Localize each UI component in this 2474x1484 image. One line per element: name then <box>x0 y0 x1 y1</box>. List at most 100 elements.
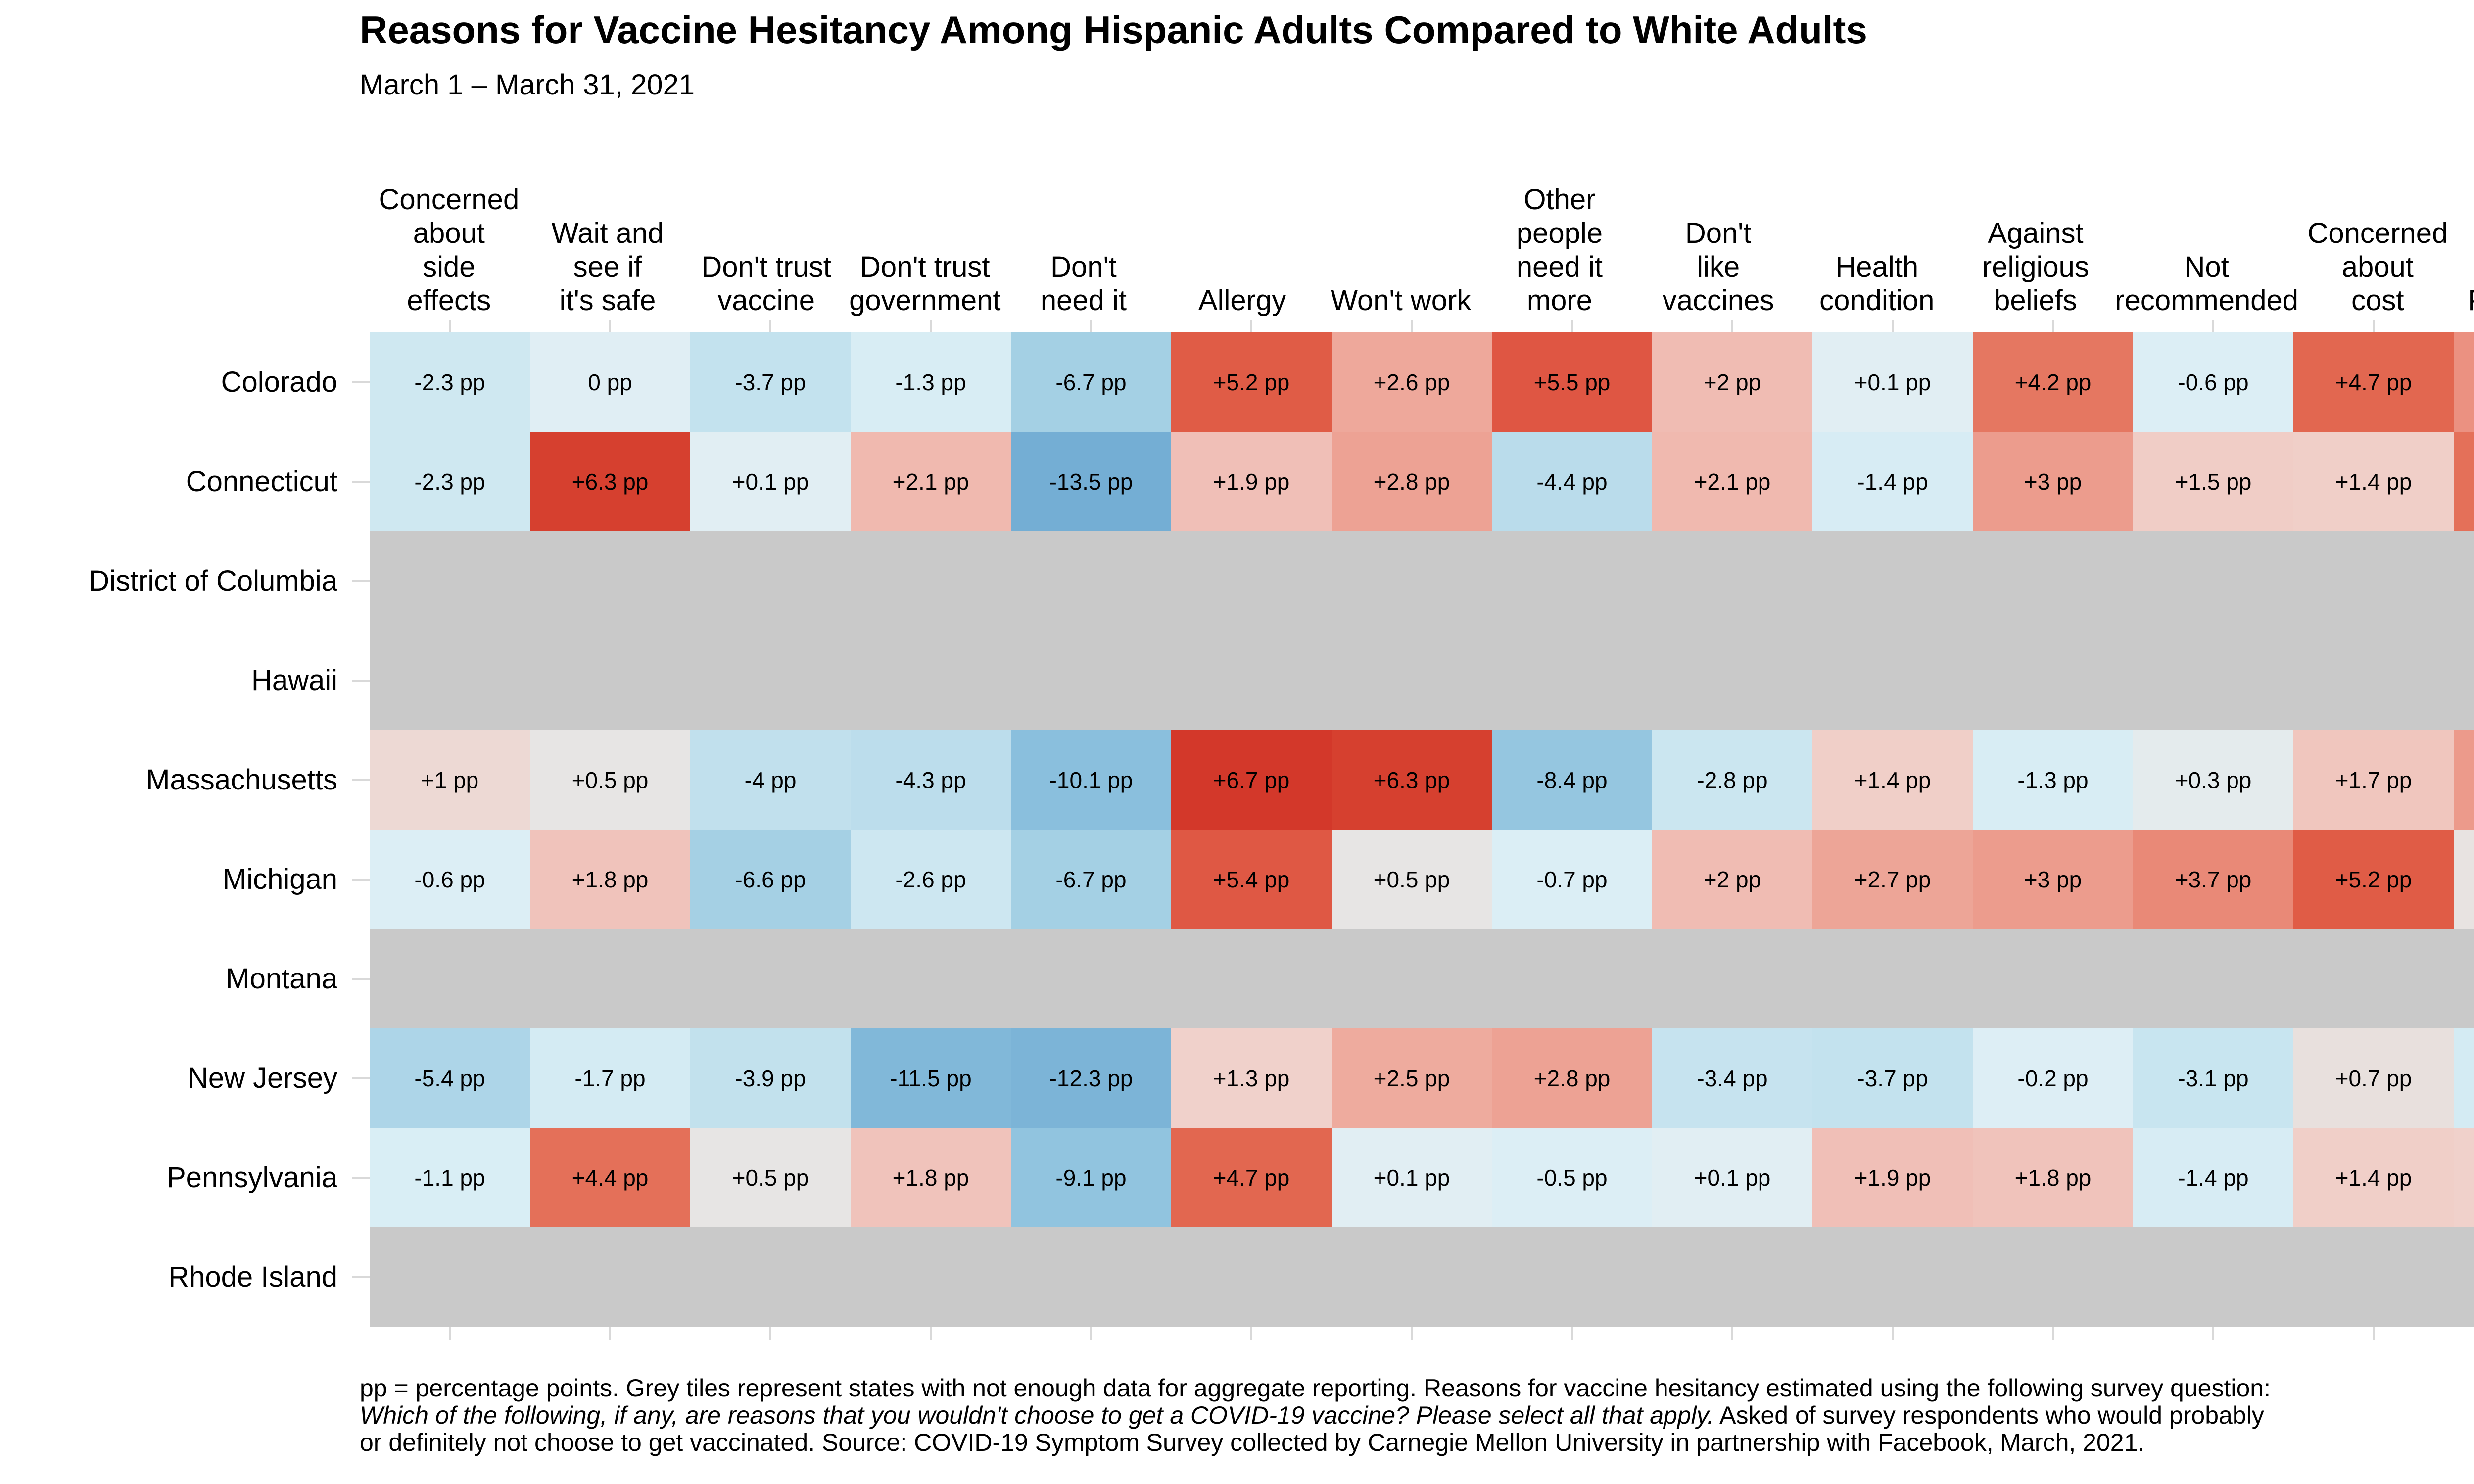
heatmap-cell: +0.1 pp <box>1812 332 1973 432</box>
heatmap-cell: +1.8 pp <box>851 1128 1011 1227</box>
heatmap-cell: -2.3 pp <box>370 332 530 432</box>
axis-tick <box>449 320 451 332</box>
heatmap-grid: -2.3 pp 0 pp -3.7 pp -1.3 pp -6.7 pp +5.2 pp +… <box>370 332 2474 1327</box>
column-header: Other people need it more <box>1516 184 1603 317</box>
heatmap-cell <box>2133 929 2293 1028</box>
chart-title: Reasons for Vaccine Hesitancy Among Hisp… <box>360 8 1867 51</box>
heatmap-cell: -2.8 pp <box>1652 730 1812 830</box>
heatmap-cell <box>1652 631 1812 730</box>
heatmap-cell: -13.5 pp <box>1011 432 1171 531</box>
heatmap-cell <box>690 929 851 1028</box>
heatmap-cell <box>530 1227 690 1327</box>
footnote-line: or definitely not choose to get vaccinat… <box>360 1429 2145 1456</box>
heatmap-cell: +0.5 pp <box>530 730 690 830</box>
heatmap-cell: -0.6 pp <box>2133 332 2293 432</box>
heatmap-cell: +1.9 pp <box>1812 1128 1973 1227</box>
axis-tick <box>930 320 932 332</box>
heatmap-cell: +1.9 pp <box>1171 432 1332 531</box>
heatmap-cell: -6.7 pp <box>1011 830 1171 929</box>
heatmap-cell <box>2133 1227 2293 1327</box>
heatmap-cell <box>2293 929 2454 1028</box>
heatmap-cell <box>530 631 690 730</box>
heatmap-cell: +0.1 pp <box>690 432 851 531</box>
heatmap-cell <box>1332 1227 1492 1327</box>
heatmap-cell: +2 pp <box>1652 830 1812 929</box>
heatmap-cell: -2.3 pp <box>370 432 530 531</box>
heatmap-cell: -9.1 pp <box>1011 1128 1171 1227</box>
heatmap-cell: -3.4 pp <box>1652 1028 1812 1128</box>
column-header: Against religious beliefs <box>1982 217 2089 317</box>
axis-tick <box>1571 320 1573 332</box>
axis-tick <box>2212 1327 2214 1340</box>
axis-tick <box>2052 320 2054 332</box>
axis-tick <box>609 320 611 332</box>
chart-footnote: pp = percentage points. Grey tiles repre… <box>360 1375 2271 1456</box>
axis-tick <box>1090 1327 1092 1340</box>
row-label: Massachusetts <box>146 764 337 796</box>
row-label: Hawaii <box>251 664 337 696</box>
heatmap-cell <box>851 929 1011 1028</box>
column-header: Allergy <box>1198 284 1286 317</box>
heatmap-cell <box>690 1227 851 1327</box>
axis-tick <box>2373 320 2375 332</box>
heatmap-cell: +0.5 pp <box>690 1128 851 1227</box>
heatmap-cell <box>1332 531 1492 631</box>
axis-tick <box>1090 320 1092 332</box>
heatmap-cell: +2.1 pp <box>1652 432 1812 531</box>
heatmap-cell <box>1492 631 1652 730</box>
heatmap-cell: -3.7 pp <box>1812 1028 1973 1128</box>
heatmap-cell <box>1492 1227 1652 1327</box>
heatmap-cell <box>1812 1227 1973 1327</box>
heatmap-cell: -0.7 pp <box>1492 830 1652 929</box>
heatmap-cell: +0.1 pp <box>1652 1128 1812 1227</box>
axis-tick <box>769 320 771 332</box>
row-label: Pennsylvania <box>167 1161 337 1194</box>
heatmap-cell <box>1011 531 1171 631</box>
heatmap-cell <box>1171 531 1332 631</box>
heatmap-cell: +2.6 pp <box>1332 332 1492 432</box>
heatmap-cell: -4 pp <box>690 730 851 830</box>
heatmap-cell <box>1652 929 1812 1028</box>
heatmap-cell <box>370 1227 530 1327</box>
column-header: Pregnancy <box>2457 169 2474 318</box>
heatmap-cell <box>1973 531 2133 631</box>
heatmap-cell: -1.3 pp <box>851 332 1011 432</box>
axis-tick <box>449 1327 451 1340</box>
axis-tick <box>352 1077 370 1079</box>
axis-tick <box>352 680 370 682</box>
heatmap-cell: +1.3 pp <box>1171 1028 1332 1128</box>
heatmap-cell: +2.8 pp <box>1492 1028 1652 1128</box>
axis-tick <box>1731 320 1733 332</box>
heatmap-cell: +2.7 pp <box>1812 830 1973 929</box>
heatmap-cell <box>1171 929 1332 1028</box>
axis-tick <box>352 779 370 781</box>
heatmap-cell: -1.7 pp <box>530 1028 690 1128</box>
heatmap-cell: +3 pp <box>1973 830 2133 929</box>
heatmap-cell: -3.1 pp <box>2133 1028 2293 1128</box>
axis-tick <box>2052 1327 2054 1340</box>
heatmap-cell <box>2454 1227 2474 1327</box>
axis-tick <box>1411 320 1413 332</box>
column-header: Won't work <box>1331 284 1472 317</box>
axis-tick <box>352 978 370 980</box>
heatmap-cell <box>690 531 851 631</box>
heatmap-cell <box>1652 1227 1812 1327</box>
column-header: Concerned about side effects <box>379 184 520 317</box>
axis-tick <box>930 1327 932 1340</box>
heatmap-cell: +1.4 pp <box>2293 1128 2454 1227</box>
heatmap-cell <box>2454 929 2474 1028</box>
row-label: Montana <box>226 963 337 995</box>
heatmap-cell: -5.4 pp <box>370 1028 530 1128</box>
heatmap-cell: -8.4 pp <box>1492 730 1652 830</box>
heatmap-cell: -4.3 pp <box>851 730 1011 830</box>
heatmap-cell: -1.1 pp <box>370 1128 530 1227</box>
heatmap-cell <box>1812 531 1973 631</box>
heatmap-cell: -3.9 pp <box>690 1028 851 1128</box>
heatmap-cell: +0.1 pp <box>1332 1128 1492 1227</box>
heatmap-cell: +4.2 pp <box>1973 332 2133 432</box>
heatmap-cell <box>2293 1227 2454 1327</box>
heatmap-cell <box>1812 631 1973 730</box>
heatmap-cell <box>1812 929 1973 1028</box>
row-label: New Jersey <box>188 1062 337 1094</box>
column-headers: Concerned about side effects Wait and see… <box>370 169 2474 318</box>
